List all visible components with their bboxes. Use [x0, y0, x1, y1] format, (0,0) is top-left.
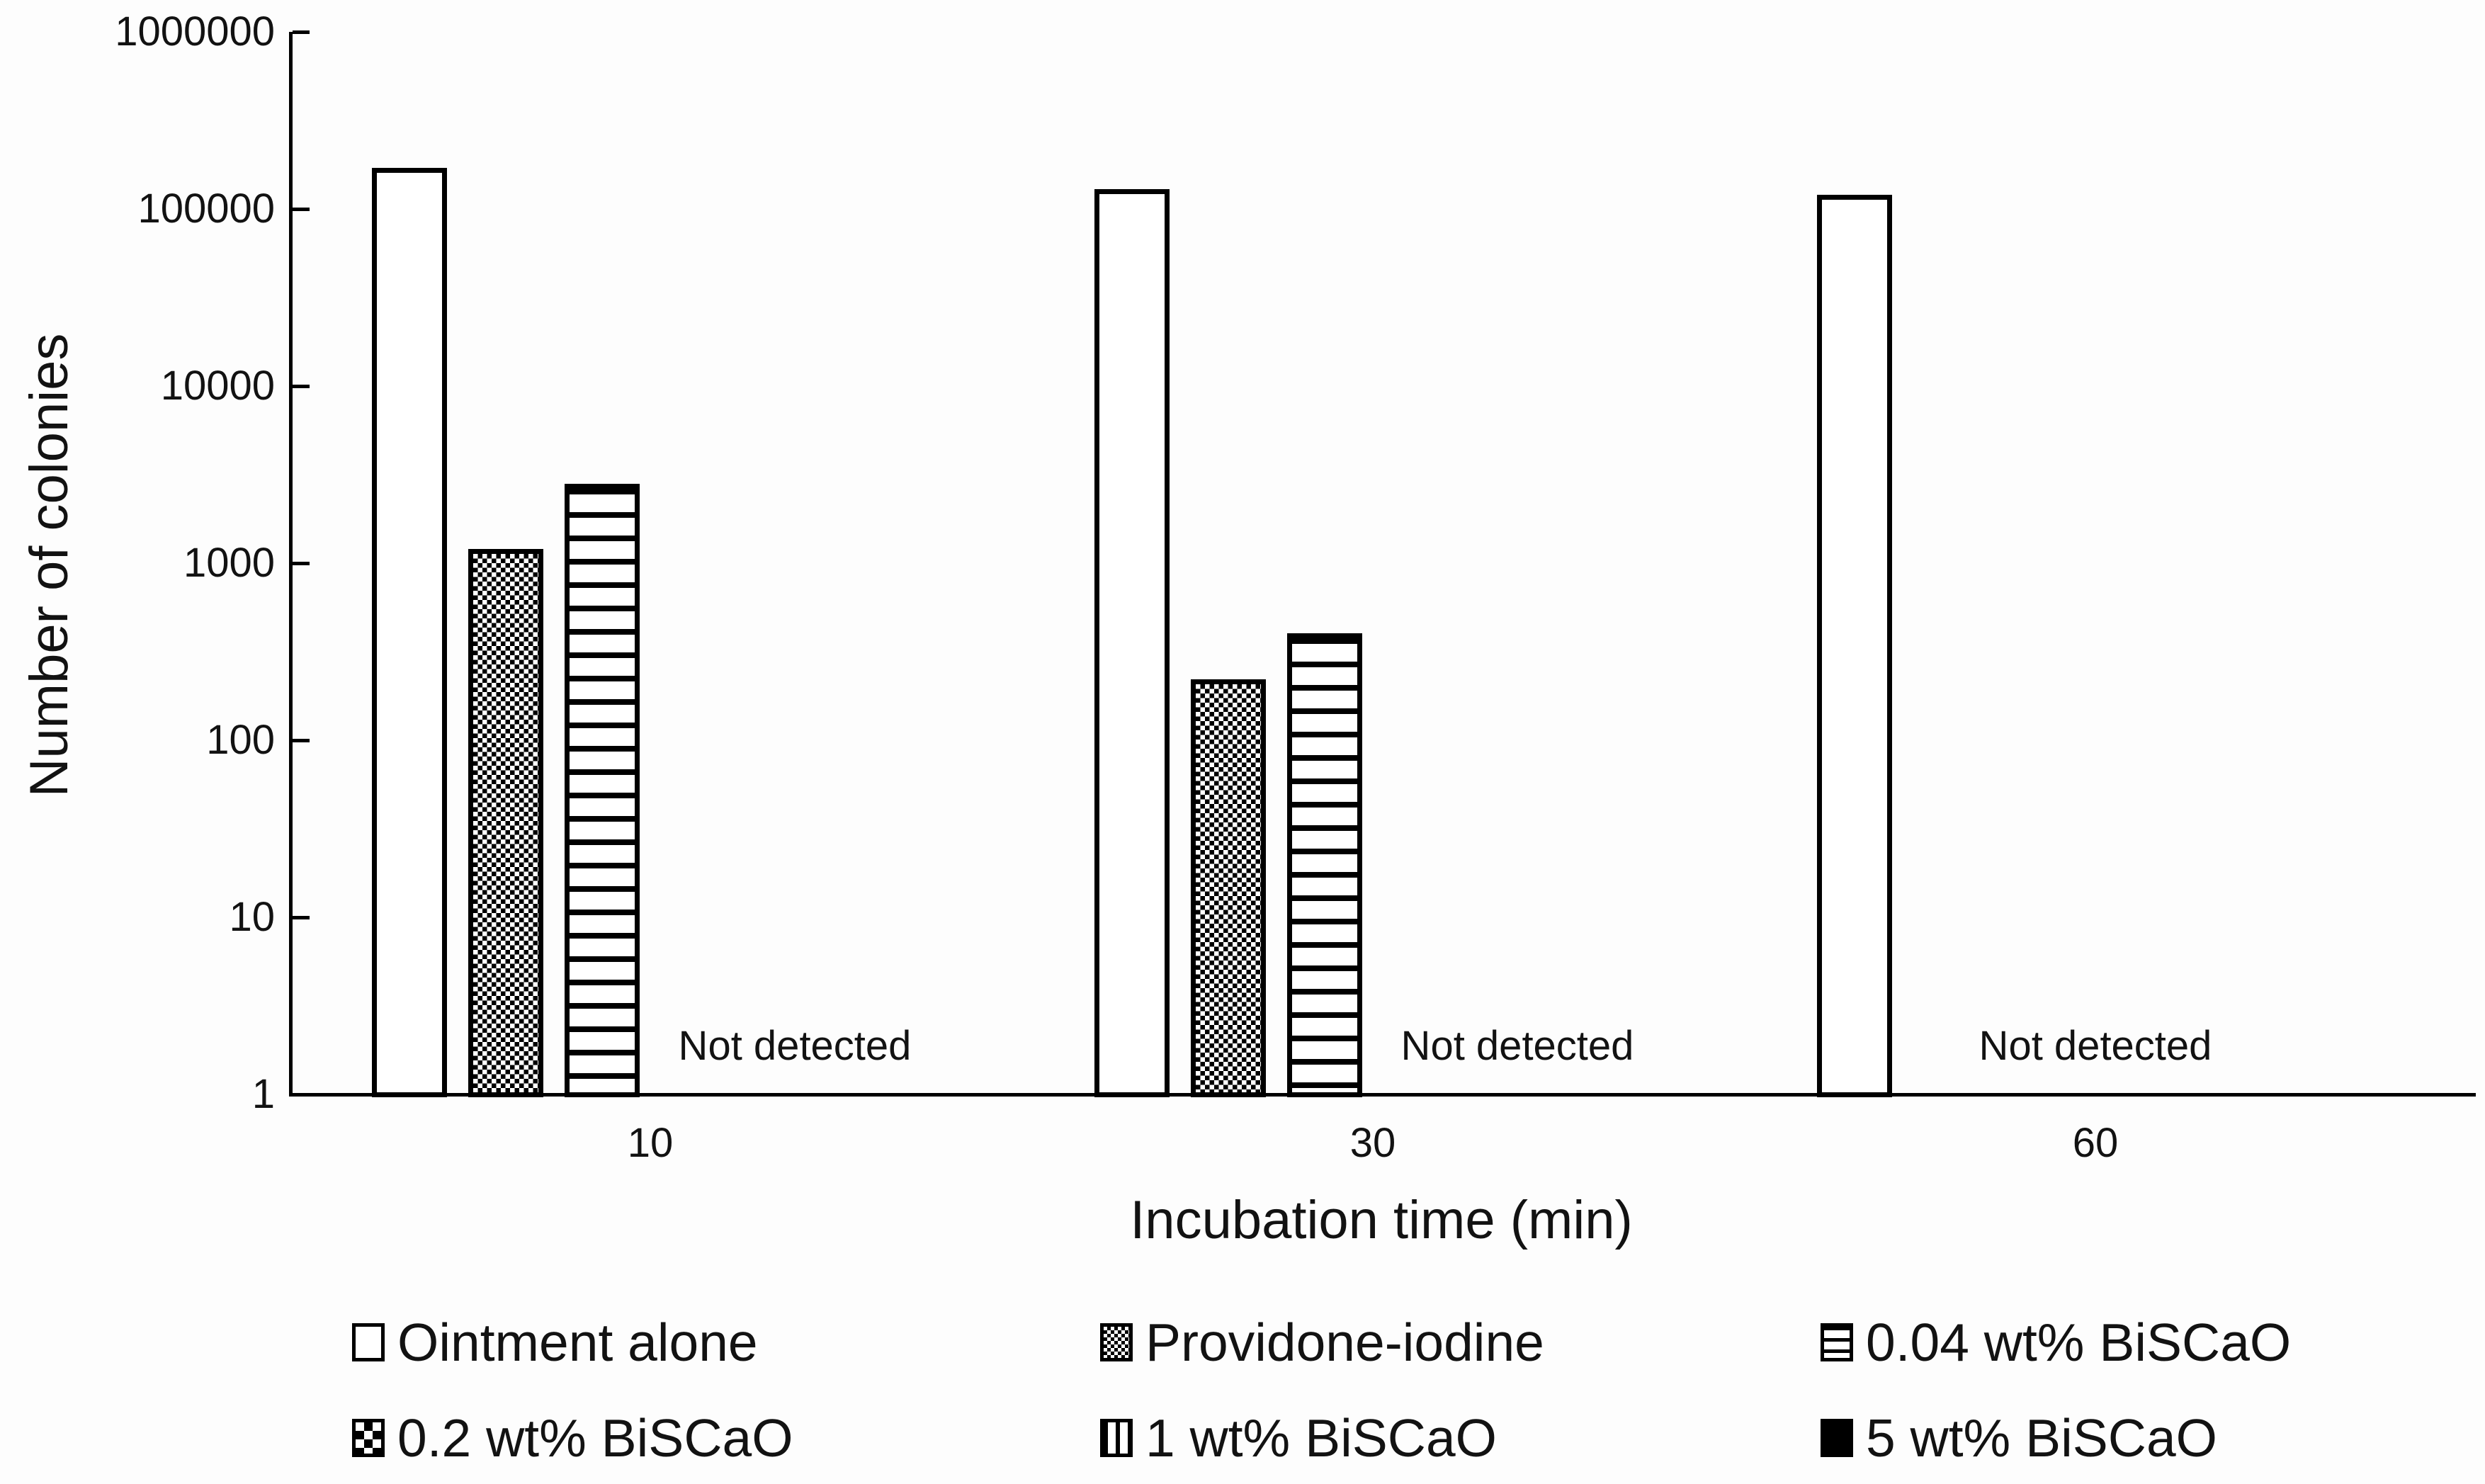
y-axis-tick	[293, 385, 310, 388]
y-axis-tick	[293, 30, 310, 34]
y-axis-tick	[293, 562, 310, 565]
not-detected-label: Not detected	[1400, 1023, 1634, 1069]
x-axis-tick-label: 30	[1349, 1120, 1396, 1166]
legend-item-plain: Ointment alone	[352, 1314, 758, 1371]
y-axis-tick-label: 10	[229, 894, 275, 940]
legend-swatch-checker-icon	[352, 1419, 385, 1457]
y-axis-tick	[293, 208, 310, 211]
bar-hlines-t10	[565, 484, 640, 1097]
legend-item-checker: 0.2 wt% BiSCaO	[352, 1410, 793, 1466]
x-axis-title: Incubation time (min)	[1130, 1190, 1633, 1250]
y-axis-tick	[293, 916, 310, 919]
bar-dots-t30	[1191, 679, 1266, 1097]
y-axis-tick-label: 10000	[160, 363, 275, 409]
y-axis-tick-label: 1000000	[115, 9, 275, 55]
legend-swatch-hlines-icon	[1821, 1323, 1853, 1361]
legend-label: 0.04 wt% BiSCaO	[1866, 1313, 2292, 1372]
bar-plain-t60	[1817, 195, 1892, 1097]
legend-item-solid: 5 wt% BiSCaO	[1821, 1410, 2217, 1466]
legend-label: 0.2 wt% BiSCaO	[397, 1408, 793, 1468]
y-axis-tick-label: 100	[206, 717, 275, 763]
y-axis-tick	[293, 739, 310, 742]
y-axis-tick	[293, 1093, 310, 1097]
bar-plain-t10	[372, 168, 447, 1097]
x-axis-tick-label: 10	[627, 1120, 674, 1166]
legend-label: Providone-iodine	[1145, 1313, 1544, 1372]
legend-swatch-vlines-icon	[1100, 1419, 1133, 1457]
x-axis-line	[289, 1093, 2476, 1097]
not-detected-label: Not detected	[678, 1023, 912, 1069]
bar-hlines-t30	[1287, 633, 1362, 1097]
legend-item-dots: Providone-iodine	[1100, 1314, 1544, 1371]
legend-label: 5 wt% BiSCaO	[1866, 1408, 2217, 1468]
legend-item-vlines: 1 wt% BiSCaO	[1100, 1410, 1497, 1466]
legend-label: Ointment alone	[397, 1313, 758, 1372]
y-axis-tick-label: 1	[251, 1071, 275, 1117]
bar-plain-t30	[1094, 189, 1170, 1097]
legend-swatch-plain-icon	[352, 1323, 385, 1361]
not-detected-label: Not detected	[1979, 1023, 2212, 1069]
y-axis-tick-label: 100000	[137, 186, 275, 232]
legend-item-hlines: 0.04 wt% BiSCaO	[1821, 1314, 2291, 1371]
legend-swatch-solid-icon	[1821, 1419, 1853, 1457]
y-axis-line	[289, 32, 293, 1097]
legend-swatch-dots-icon	[1100, 1323, 1133, 1361]
x-axis-tick-label: 60	[2072, 1120, 2119, 1166]
legend-label: 1 wt% BiSCaO	[1145, 1408, 1497, 1468]
bar-dots-t10	[468, 549, 543, 1097]
y-axis-tick-label: 1000	[183, 540, 275, 586]
